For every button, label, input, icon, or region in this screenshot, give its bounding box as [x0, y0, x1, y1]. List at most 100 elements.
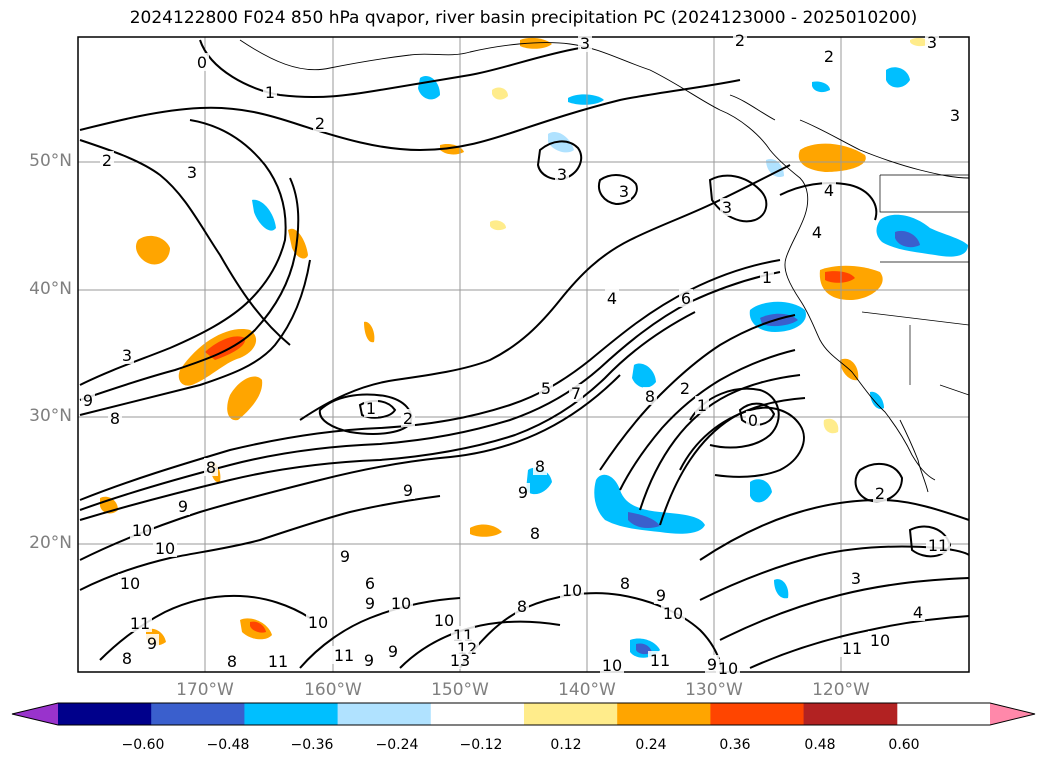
contour-label: 4 [607, 289, 617, 308]
contour-label-bg [873, 484, 887, 502]
contour-label-bg [266, 652, 290, 670]
colorbar-label: −0.48 [206, 737, 250, 753]
lon-label-130w: 130°W [685, 680, 743, 700]
contour-label: 3 [122, 346, 132, 365]
contour-label-bg [605, 289, 619, 307]
colorbar-cell [617, 703, 711, 725]
strong-positive-anomaly [250, 621, 266, 633]
contour-label-bg [716, 659, 740, 677]
contour-label: 11 [268, 652, 288, 671]
contour-label: 9 [147, 634, 157, 653]
contour-label-bg [108, 409, 122, 427]
colorbar-min-arrow [12, 703, 58, 725]
contour-label: 11 [334, 646, 354, 665]
contour-label: 3 [722, 198, 732, 217]
negative-anomaly [750, 479, 772, 503]
contour-label-bg [432, 611, 456, 629]
contour-label-bg [363, 594, 377, 612]
contour-label: 3 [927, 33, 937, 52]
lat-label-50n: 50°N [29, 151, 72, 171]
contour-label: 2 [403, 409, 413, 428]
contour-label-bg [120, 346, 134, 364]
contour-label-bg [661, 604, 685, 622]
positive-anomaly [520, 37, 552, 49]
contour-label-bg [120, 649, 134, 667]
contour-label: 11 [130, 614, 150, 633]
contour-label-bg [313, 114, 327, 132]
contour-label: 10 [602, 656, 622, 675]
contour-label: 2 [315, 114, 325, 133]
contour-label-bg [364, 399, 378, 417]
strong-positive-anomaly [825, 271, 855, 283]
contour-label-bg [840, 639, 864, 657]
contour-label-bg [332, 646, 356, 664]
strong-negative-anomaly [895, 230, 920, 248]
contour-label: 9 [388, 642, 398, 661]
negative-anomaly [886, 67, 910, 88]
contour-label-bg [515, 597, 529, 615]
contour-label: 10 [434, 611, 454, 630]
contour-label: 8 [227, 652, 237, 671]
contour-label-bg [926, 536, 950, 554]
gridlines [78, 37, 969, 672]
contour-label-bg [128, 614, 152, 632]
negative-anomaly [774, 579, 789, 599]
lat-label-40n: 40°N [29, 279, 72, 299]
contour-label-bg [130, 521, 154, 539]
contour-label-bg [810, 223, 824, 241]
colorbar-cell [803, 703, 898, 725]
contour-label-bg [925, 33, 939, 51]
contour-label-bg [746, 411, 760, 429]
contour-label-bg [153, 539, 177, 557]
contour-label: 8 [110, 409, 120, 428]
contour-label-bg [617, 182, 631, 200]
contour-label: 10 [663, 604, 683, 623]
contour-label-bg [678, 379, 692, 397]
negative-anomaly [876, 214, 968, 257]
contour-label-bg [679, 289, 693, 307]
contour-label: 9 [518, 483, 528, 502]
contour-label-bg [225, 652, 239, 670]
negative-anomaly [568, 94, 604, 105]
contour-label-bg [948, 106, 962, 124]
contour-label: 3 [187, 163, 197, 182]
contour-label: 4 [913, 603, 923, 622]
weak-positive-anomaly [490, 220, 506, 231]
contour-label: 8 [530, 524, 540, 543]
positive-anomaly [135, 235, 170, 265]
colorbar-label: −0.12 [459, 737, 503, 753]
contour-label-bg [204, 458, 218, 476]
colorbar-label: 0.24 [635, 737, 667, 753]
contour-label: 9 [83, 391, 93, 410]
contour-label: 5 [541, 379, 551, 398]
contour-label: 9 [656, 586, 666, 605]
contour-label: 9 [403, 481, 413, 500]
contour-label: 10 [120, 574, 140, 593]
positive-anomaly [364, 321, 375, 343]
lon-label-140w: 140°W [558, 680, 616, 700]
contour-label-bg [363, 574, 377, 592]
weak-positive-anomaly [823, 418, 839, 434]
colorbar-cell [337, 703, 432, 725]
contour-label: 9 [178, 497, 188, 516]
contour-label-bg [306, 613, 330, 631]
contour-label-bg [81, 391, 95, 409]
contour-label-bg [448, 651, 472, 669]
contour-label-bg [560, 581, 584, 599]
negative-anomaly [632, 363, 656, 388]
map-border [77, 36, 970, 673]
contour-label-bg [185, 163, 199, 181]
contour-label-bg [643, 387, 657, 405]
lat-label-20n: 20°N [29, 533, 72, 553]
contour-label-bg [822, 47, 836, 65]
colorbar-cell [524, 703, 618, 725]
contour-label-bg [849, 569, 863, 587]
borders [861, 174, 970, 396]
colorbar-label: −0.24 [375, 737, 419, 753]
positive-anomaly [798, 143, 866, 172]
contour-label: 0 [748, 411, 758, 430]
contour-label: 6 [365, 574, 375, 593]
colorbar-cell [151, 703, 245, 725]
contour-label: 10 [155, 539, 175, 558]
